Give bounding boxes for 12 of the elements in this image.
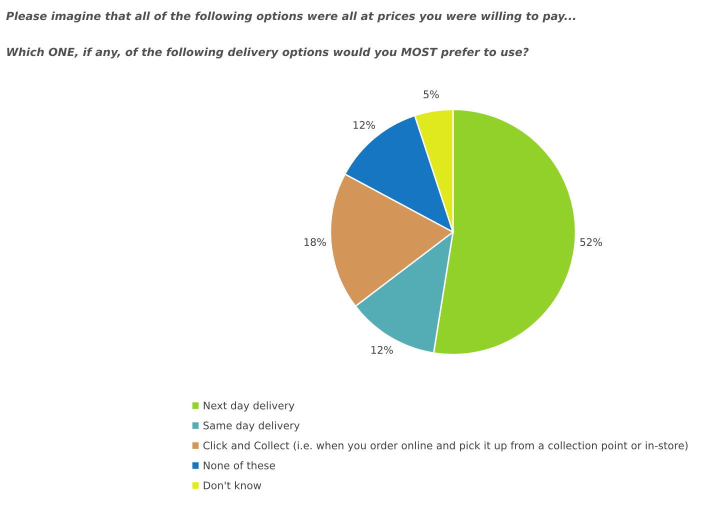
data-label: 12% [354,121,375,129]
legend-label: Next day delivery [204,401,294,412]
legend-label: Don't know [204,481,262,490]
data-label: 18% [304,238,326,246]
chart-subtitle: Which ONE, if any, of the following delivery options would you MOST prefer to use? [7,48,529,58]
data-label: 5% [424,90,439,98]
chart-title: Please imagine that all of the following options were all at prices you were willing to pay... [6,12,576,22]
legend-label: Same day delivery [203,421,300,432]
legend-label: Click and Collect (i.e. when you order online and pick it up from a collection point or in-store) [203,441,688,452]
legend-label: None of these [204,461,276,470]
data-label: 52% [580,238,602,246]
data-label: 12% [371,346,393,354]
